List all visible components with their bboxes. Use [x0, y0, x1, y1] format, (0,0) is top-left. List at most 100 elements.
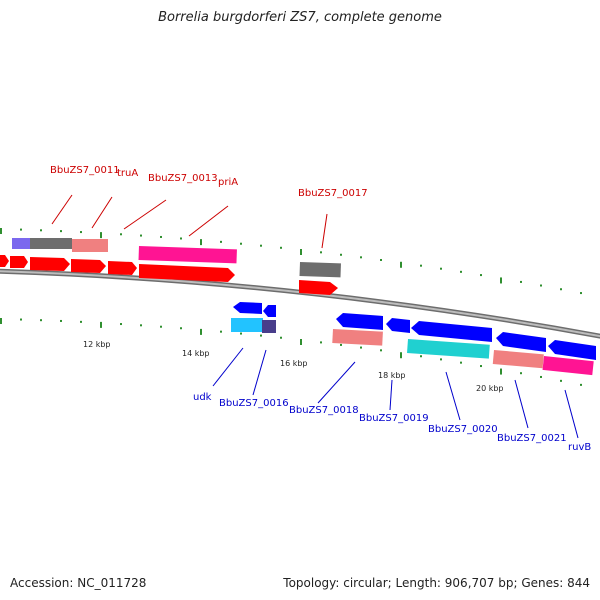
scale-label: 16 kbp	[280, 359, 308, 368]
forward-genes	[0, 255, 338, 295]
gene-arrow	[411, 321, 492, 342]
bottom-leader-lines	[212, 347, 579, 439]
top-leader-lines	[51, 194, 328, 249]
tick-mark	[60, 230, 62, 233]
gene-label: priA	[218, 177, 238, 188]
annotation-bar	[407, 339, 490, 359]
tick-mark	[160, 235, 162, 238]
tick-mark	[420, 355, 422, 358]
tick-mark	[120, 323, 122, 326]
tick-mark	[20, 228, 22, 231]
tick-mark	[280, 336, 282, 339]
tick-mark	[40, 319, 42, 322]
gene-arrow	[496, 332, 546, 352]
gene-arrow	[386, 318, 410, 333]
gene-arrow	[0, 255, 9, 267]
gene-arrow	[233, 302, 262, 314]
tick-mark	[400, 352, 402, 359]
tick-mark	[380, 349, 382, 352]
tick-mark	[60, 319, 62, 322]
tick-mark	[360, 256, 362, 259]
tick-mark	[460, 270, 462, 273]
tick-mark	[340, 343, 342, 346]
map-title: Borrelia burgdorferi ZS7, complete genom…	[158, 10, 442, 25]
accession-text: Accession: NC_011728	[10, 576, 147, 590]
gene-arrow	[139, 264, 235, 282]
tick-mark	[40, 229, 42, 232]
annotation-bar	[492, 350, 544, 369]
tick-mark	[80, 320, 82, 323]
tick-mark	[580, 383, 582, 386]
tick-mark	[220, 330, 222, 333]
tick-mark	[560, 288, 562, 291]
tick-mark	[320, 341, 322, 344]
gene-arrow	[10, 256, 28, 268]
gene-label: BbuZS7_0013	[148, 173, 218, 184]
reverse-genes	[233, 302, 596, 360]
gene-arrow	[263, 305, 276, 317]
gene-label: ruvB	[568, 442, 591, 453]
tick-mark	[520, 280, 522, 283]
tick-mark	[200, 239, 202, 246]
top-ticks	[0, 228, 582, 295]
tick-mark	[480, 365, 482, 368]
tick-mark	[540, 375, 542, 378]
tick-mark	[440, 358, 442, 361]
scale-label: 20 kbp	[476, 384, 504, 393]
tick-mark	[400, 261, 402, 268]
gene-arrow	[30, 257, 70, 271]
gene-label: truA	[117, 168, 138, 179]
bottom-ticks	[0, 318, 582, 386]
tick-mark	[360, 346, 362, 349]
tick-mark	[300, 249, 302, 255]
tick-mark	[260, 244, 262, 247]
tick-mark	[120, 233, 122, 236]
forward-annotations	[12, 238, 341, 278]
gene-label: BbuZS7_0011	[50, 165, 120, 176]
tick-mark	[520, 372, 522, 375]
scale-labels: 12 kbp 14 kbp 16 kbp 18 kbp 20 kbp	[83, 340, 504, 393]
gene-arrow	[299, 280, 338, 295]
annotation-bar	[332, 329, 383, 346]
top-labels: BbuZS7_0011 truA BbuZS7_0013 priA BbuZS7…	[50, 165, 368, 199]
gene-label: BbuZS7_0016	[219, 398, 289, 409]
annotation-bar	[262, 320, 276, 333]
gene-arrow	[108, 261, 137, 275]
gene-arrow	[548, 340, 596, 360]
tick-mark	[280, 246, 282, 249]
tick-mark	[180, 327, 182, 330]
tick-mark	[560, 379, 562, 382]
tick-mark	[580, 292, 582, 295]
gene-label: BbuZS7_0021	[497, 433, 567, 444]
tick-mark	[240, 332, 242, 335]
gene-label: BbuZS7_0017	[298, 188, 368, 199]
annotation-bar	[542, 356, 594, 376]
gene-arrow	[336, 313, 383, 330]
annotation-bar	[299, 262, 341, 278]
tick-mark	[160, 325, 162, 328]
genome-summary-text: Topology: circular; Length: 906,707 bp; …	[283, 576, 590, 590]
annotation-bar	[72, 239, 108, 252]
tick-mark	[240, 242, 242, 245]
gene-arrow	[71, 259, 106, 273]
gene-label: BbuZS7_0018	[289, 405, 359, 416]
annotation-bar	[30, 238, 72, 249]
scale-label: 12 kbp	[83, 340, 111, 349]
tick-mark	[80, 231, 82, 234]
gene-label: BbuZS7_0019	[359, 413, 429, 424]
tick-mark	[200, 328, 202, 335]
gene-label: udk	[193, 392, 212, 403]
gene-label: BbuZS7_0020	[428, 424, 498, 435]
tick-mark	[260, 334, 262, 337]
tick-mark	[320, 251, 322, 254]
tick-mark	[480, 274, 482, 277]
tick-mark	[420, 264, 422, 267]
tick-mark	[0, 228, 2, 234]
scale-label: 18 kbp	[378, 371, 406, 380]
scale-label: 14 kbp	[182, 349, 210, 358]
tick-mark	[100, 321, 102, 328]
tick-mark	[140, 324, 142, 327]
annotation-bar	[231, 318, 263, 332]
tick-mark	[540, 284, 542, 287]
